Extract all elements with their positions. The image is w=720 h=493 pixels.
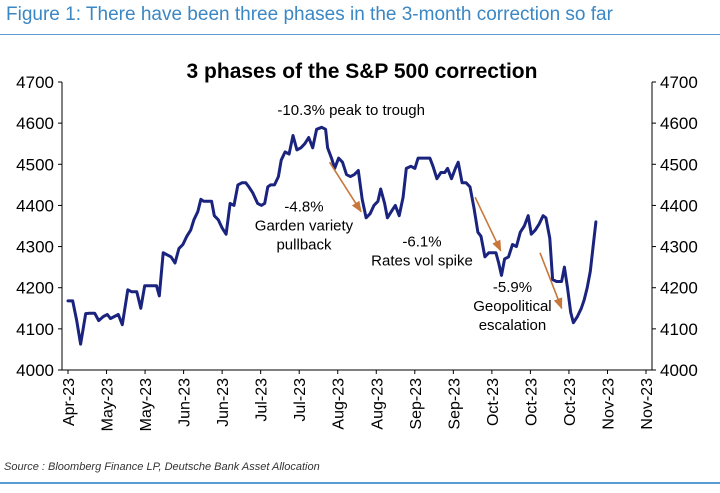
- y-tick-label-left: 4300: [16, 238, 54, 257]
- x-tick-label: Jun-23: [177, 378, 194, 427]
- figure-title: Figure 1: There have been three phases i…: [6, 4, 613, 25]
- annotation-phase3: -5.9% Geopolitical escalation: [473, 279, 551, 334]
- arrow-layer: [328, 161, 563, 310]
- x-tick-label: May-23: [100, 378, 117, 431]
- x-tick-label: Aug-23: [331, 378, 348, 430]
- annotation-text: -10.3% peak to trough: [277, 102, 425, 119]
- annotation-layer: -10.3% peak to trough -4.8% Garden variety…: [255, 102, 552, 334]
- x-tick-label: Jun-23: [215, 378, 232, 427]
- y-tick-label-right: 4100: [660, 320, 698, 339]
- sp500-correction-chart: 3 phases of the S&P 500 correction 4000 4…: [16, 60, 698, 431]
- annotation-text: escalation: [479, 317, 547, 334]
- chart-area: 3 phases of the S&P 500 correction 4000 4…: [0, 40, 720, 455]
- annotation-text: -5.9%: [493, 279, 532, 296]
- source-note: Source : Bloomberg Finance LP, Deutsche …: [4, 461, 320, 473]
- y-tick-label-right: 4500: [660, 155, 698, 174]
- y-tick-label-left: 4400: [16, 196, 54, 215]
- x-tick-label: Nov-23: [639, 378, 656, 430]
- annotation-text: Geopolitical: [473, 298, 551, 315]
- y-tick-label-right: 4400: [660, 196, 698, 215]
- y-tick-label-left: 4500: [16, 155, 54, 174]
- annotation-text: pullback: [276, 237, 332, 254]
- x-tick-label: Jul-23: [292, 378, 309, 422]
- x-tick-label: Oct-23: [485, 378, 502, 426]
- y-tick-label-left: 4100: [16, 320, 54, 339]
- x-tick-label: Aug-23: [369, 378, 386, 430]
- y-tick-label-right: 4700: [660, 73, 698, 92]
- x-tick-label: Nov-23: [600, 378, 617, 430]
- phase-arrow-2: [474, 196, 502, 252]
- y-tick-label-right: 4000: [660, 361, 698, 380]
- bottom-rule: [0, 482, 720, 484]
- chart-title: 3 phases of the S&P 500 correction: [187, 60, 538, 83]
- y-tick-label-right: 4200: [660, 279, 698, 298]
- x-tick-label: Sep-23: [408, 378, 425, 430]
- y-tick-label-left: 4200: [16, 279, 54, 298]
- title-rule: [0, 34, 720, 35]
- x-tick-label: Jul-23: [254, 378, 271, 422]
- x-tick-label: Apr-23: [61, 378, 78, 426]
- phase-arrow-1: [328, 161, 362, 213]
- x-tick-label: Oct-23: [523, 378, 540, 426]
- axes: 4000 4000 4100 4100 4200 4200 4300 4300 4400 4400…: [16, 73, 698, 431]
- x-tick-label: Oct-23: [562, 378, 579, 426]
- x-tick-label: Sep-23: [446, 378, 463, 430]
- series-line-sp500: [66, 125, 598, 346]
- x-tick-label: May-23: [138, 378, 155, 431]
- y-tick-label-right: 4300: [660, 238, 698, 257]
- y-tick-label-left: 4700: [16, 73, 54, 92]
- phase-arrow-3: [539, 252, 563, 310]
- annotation-peak: -10.3% peak to trough: [277, 102, 425, 119]
- y-tick-label-left: 4600: [16, 114, 54, 133]
- annotation-text: Rates vol spike: [371, 253, 473, 270]
- annotation-text: -6.1%: [402, 234, 441, 251]
- annotation-phase1: -4.8% Garden variety pullback: [255, 199, 354, 254]
- annotation-text: Garden variety: [255, 218, 354, 235]
- series-layer: [66, 125, 598, 346]
- annotation-text: -4.8%: [284, 199, 323, 216]
- y-tick-label-right: 4600: [660, 114, 698, 133]
- annotation-phase2: -6.1% Rates vol spike: [371, 234, 473, 270]
- y-tick-label-left: 4000: [16, 361, 54, 380]
